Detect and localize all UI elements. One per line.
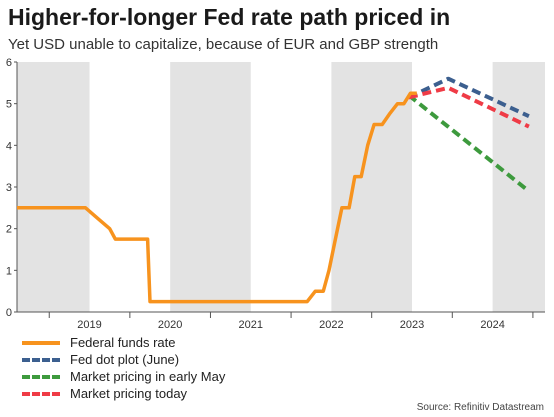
series-line-fed-dot-plot-june <box>407 76 530 119</box>
legend-label: Fed dot plot (June) <box>70 352 180 367</box>
y-tick-label: 0 <box>6 307 12 319</box>
shaded-bands <box>17 62 545 312</box>
y-tick-label: 5 <box>6 99 12 111</box>
y-tick-label: 6 <box>6 57 12 69</box>
shaded-band <box>331 62 412 312</box>
legend-item: Market pricing in early May <box>22 368 225 385</box>
chart-title: Higher-for-longer Fed rate path priced i… <box>8 4 451 30</box>
y-tick-label: 1 <box>6 265 12 277</box>
legend-item: Fed dot plot (June) <box>22 351 225 368</box>
series-line-federal-funds-rate <box>17 91 417 304</box>
legend-swatch <box>22 374 60 379</box>
x-tick-label: 2021 <box>239 319 263 331</box>
legend-swatch <box>22 340 60 345</box>
legend-item: Market pricing today <box>22 385 225 402</box>
shaded-band <box>170 62 251 312</box>
chart-series <box>17 76 531 304</box>
legend-label: Market pricing today <box>70 386 188 401</box>
x-tick-label: 2023 <box>400 319 424 331</box>
x-tick-label: 2020 <box>158 319 182 331</box>
y-tick-label: 3 <box>6 182 12 194</box>
legend-swatch <box>22 357 60 362</box>
legend-item: Federal funds rate <box>22 334 225 351</box>
legend-label: Federal funds rate <box>70 335 176 350</box>
source-note: Source: Refinitiv Datastream <box>416 402 544 413</box>
chart-subtitle: Yet USD unable to capitalize, because of… <box>8 36 439 53</box>
legend-label: Market pricing in early May <box>70 369 226 384</box>
x-tick-label: 2019 <box>77 319 101 331</box>
shaded-band <box>17 62 90 312</box>
x-tick-label: 2022 <box>319 319 343 331</box>
x-tick-label: 2024 <box>480 319 504 331</box>
y-tick-label: 4 <box>6 140 12 152</box>
shaded-band <box>492 62 545 312</box>
series-line-market-pricing-today <box>408 85 530 129</box>
legend: Federal funds rate Fed dot plot (June) Mar… <box>22 334 225 402</box>
axes: 0 1 2 3 4 5 6 2019 2020 2021 2022 2023 2024 <box>6 57 545 331</box>
legend-swatch <box>22 391 60 396</box>
y-tick-label: 2 <box>6 224 12 236</box>
series-line-market-pricing-in-early-may <box>407 93 531 193</box>
